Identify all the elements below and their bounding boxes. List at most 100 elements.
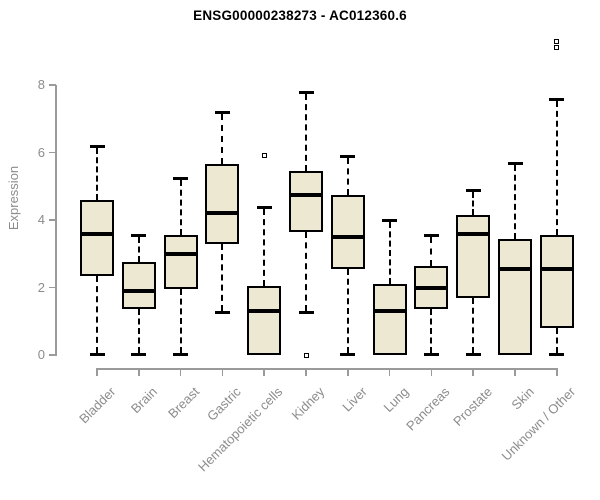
x-tick-label: Kidney <box>288 384 328 423</box>
box <box>330 194 365 269</box>
upper-whisker <box>179 179 182 236</box>
x-tick <box>221 368 224 376</box>
box <box>372 284 407 355</box>
median-line <box>163 251 198 256</box>
lower-whisker <box>346 268 349 353</box>
median-line <box>80 231 114 236</box>
y-tick-label: 8 <box>37 77 45 92</box>
lower-whisker <box>555 328 558 353</box>
box <box>247 285 282 355</box>
x-tick-label: Pancreas <box>403 384 454 434</box>
lower-whisker <box>305 231 307 311</box>
lower-whisker-cap <box>465 353 481 356</box>
chart-title: ENSG00000238273 - AC012360.6 <box>193 8 407 23</box>
lower-whisker <box>179 289 182 353</box>
upper-whisker <box>430 237 433 266</box>
lower-whisker <box>430 309 433 353</box>
y-tick <box>49 219 56 221</box>
outlier-point <box>261 153 267 159</box>
box <box>498 238 532 355</box>
median-line <box>289 192 323 197</box>
x-tick <box>347 368 349 376</box>
upper-whisker <box>96 147 98 200</box>
median-line <box>205 211 240 216</box>
x-tick-label: Gastric <box>204 384 245 424</box>
upper-whisker-cap <box>423 234 439 238</box>
y-tick <box>49 151 56 154</box>
upper-whisker <box>305 93 307 172</box>
x-tick-label: Prostate <box>449 384 495 429</box>
lower-whisker-cap <box>131 353 147 356</box>
y-tick-label: 0 <box>37 347 45 362</box>
y-tick-label: 6 <box>37 144 45 160</box>
y-tick <box>49 354 56 356</box>
upper-whisker-cap <box>131 234 147 238</box>
lower-whisker <box>472 297 475 353</box>
median-line <box>414 285 449 290</box>
box <box>289 171 323 232</box>
box <box>121 262 156 310</box>
x-tick-label: Breast <box>165 384 203 422</box>
x-tick <box>305 368 307 376</box>
box <box>205 164 240 244</box>
x-tick <box>263 368 265 376</box>
x-tick-label: Lung <box>380 384 412 416</box>
upper-whisker-cap <box>298 90 314 94</box>
outlier-point <box>554 45 560 51</box>
lower-whisker <box>96 275 98 353</box>
lower-whisker-cap <box>549 353 565 356</box>
y-tick <box>49 286 56 289</box>
x-tick <box>388 368 391 376</box>
upper-whisker-cap <box>340 154 356 158</box>
lower-whisker-cap <box>340 353 356 356</box>
x-tick <box>138 368 140 376</box>
median-line <box>498 266 532 271</box>
x-tick-label: Skin <box>508 384 537 413</box>
lower-whisker <box>137 309 140 353</box>
upper-whisker-cap <box>173 176 189 180</box>
x-tick-label: Unknown / Other <box>498 384 579 464</box>
lower-whisker-cap <box>173 353 189 356</box>
upper-whisker-cap <box>214 111 230 114</box>
x-tick-label: Liver <box>338 384 370 415</box>
y-tick-label: 2 <box>37 279 45 295</box>
box <box>539 235 574 328</box>
upper-whisker-cap <box>256 205 272 209</box>
x-tick <box>556 368 558 376</box>
outlier-point <box>554 38 560 44</box>
outlier-point <box>303 352 309 358</box>
box <box>163 235 198 290</box>
x-tick-label: Brain <box>128 384 161 417</box>
upper-whisker <box>221 114 224 165</box>
median-line <box>539 266 574 271</box>
upper-whisker-cap <box>507 161 523 165</box>
median-line <box>121 288 156 293</box>
x-axis-line <box>95 368 559 370</box>
upper-whisker <box>137 237 140 263</box>
x-tick-label: Bladder <box>76 384 119 427</box>
y-tick <box>49 84 56 86</box>
median-line <box>330 234 365 239</box>
upper-whisker-cap <box>89 144 105 148</box>
median-line <box>456 231 491 236</box>
upper-whisker <box>263 208 266 286</box>
lower-whisker <box>221 243 224 311</box>
box <box>456 214 491 298</box>
upper-whisker-cap <box>382 219 398 222</box>
lower-whisker-cap <box>298 310 314 314</box>
upper-whisker <box>388 222 391 285</box>
x-tick <box>430 368 433 376</box>
lower-whisker-cap <box>214 310 230 314</box>
x-tick <box>472 368 474 376</box>
upper-whisker <box>346 157 349 195</box>
x-tick <box>179 368 182 376</box>
upper-whisker-cap <box>549 97 565 101</box>
x-tick <box>96 368 98 376</box>
lower-whisker-cap <box>89 353 105 356</box>
x-tick <box>514 368 516 376</box>
median-line <box>372 309 407 314</box>
lower-whisker-cap <box>423 353 439 356</box>
upper-whisker <box>514 164 516 239</box>
